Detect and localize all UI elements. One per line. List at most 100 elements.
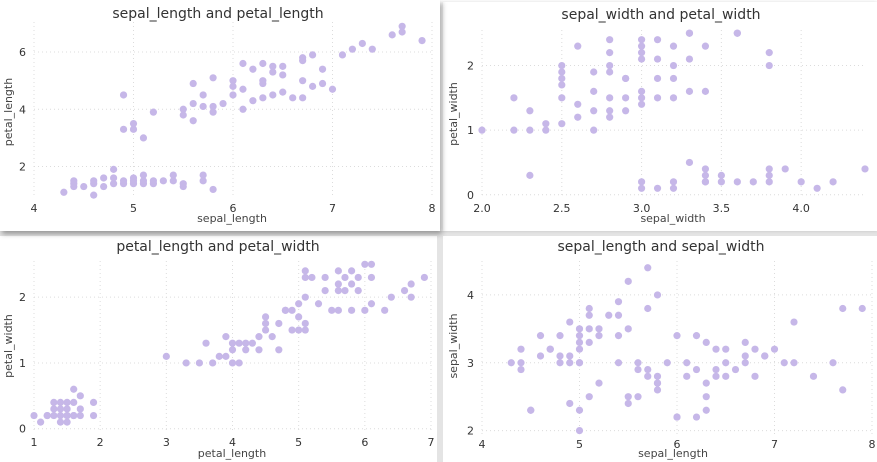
- scatter-point: [334, 280, 342, 288]
- y-axis-label: sepal_width: [447, 313, 460, 378]
- scatter-point: [790, 359, 798, 367]
- scatter-point: [556, 359, 564, 367]
- x-tick-label: 7: [329, 202, 336, 215]
- scatter-point: [558, 74, 566, 83]
- scatter-point: [159, 177, 167, 185]
- scatter-point: [634, 365, 642, 374]
- scatter-point: [575, 359, 584, 367]
- scatter-point: [289, 94, 297, 102]
- scatter-point: [566, 399, 574, 408]
- y-tick-label: 2: [19, 291, 26, 304]
- scatter-point: [590, 107, 598, 115]
- scatter-point: [566, 359, 574, 367]
- scatter-point: [70, 398, 78, 407]
- scatter-point: [334, 286, 342, 295]
- scatter-point: [574, 113, 582, 121]
- tick-labels: 4 5 6 7 8 2 3 4: [467, 289, 876, 451]
- scatter-point: [139, 134, 148, 142]
- scatter-point: [299, 54, 307, 62]
- scatter-point: [622, 107, 630, 115]
- scatter-point: [722, 359, 730, 367]
- scatter-point: [741, 338, 749, 347]
- scatter-point: [420, 273, 428, 282]
- scatter-point: [546, 345, 554, 353]
- scatter-point: [179, 180, 187, 188]
- scatter-point: [751, 372, 759, 380]
- x-tick-label: 4.0: [792, 202, 810, 215]
- scatter-point: [309, 51, 317, 59]
- scatter-point: [407, 280, 415, 288]
- scatter-point: [100, 174, 108, 182]
- scatter-points: [60, 22, 426, 199]
- scatter-point: [209, 108, 217, 116]
- scatter-point: [606, 107, 614, 115]
- tick-labels: 2.0 2.5 3.0 3.5 4.0 0 1 2: [467, 60, 810, 215]
- scatter-point: [269, 62, 277, 70]
- scatter-point: [637, 55, 646, 63]
- scatter-point: [358, 39, 366, 48]
- scatter-point: [110, 165, 118, 173]
- scatter-point: [712, 345, 720, 353]
- scatter-point: [624, 325, 632, 333]
- chart-panel-2: sepal_width and petal_width 2.0 2.5 3.0 3.5…: [443, 2, 877, 231]
- scatter-point: [510, 126, 518, 134]
- x-tick-label: 6: [230, 202, 237, 215]
- scatter-point: [354, 273, 362, 282]
- scatter-point: [624, 277, 632, 285]
- x-tick-label: 4: [229, 436, 236, 449]
- scatter-point: [741, 352, 749, 360]
- scatter-point: [328, 306, 336, 314]
- scatter-point: [229, 82, 237, 90]
- scatter-point: [149, 108, 157, 116]
- scatter-point: [80, 182, 88, 191]
- scatter-point: [558, 61, 566, 70]
- scatter-point: [663, 359, 671, 367]
- scatter-point: [797, 178, 805, 186]
- x-tick-label: 4: [479, 438, 486, 451]
- scatter-point: [606, 36, 614, 44]
- scatter-point: [701, 42, 710, 50]
- scatter-point: [614, 359, 623, 367]
- scatter-point: [829, 178, 837, 186]
- scatter-point: [281, 306, 290, 314]
- scatter-point: [790, 318, 798, 326]
- chart-title: sepal_length and petal_length: [112, 6, 323, 22]
- y-tick-label: 1: [19, 357, 26, 370]
- scatter-point: [279, 88, 287, 96]
- scatter-point: [70, 385, 78, 393]
- scatter-point: [295, 300, 303, 308]
- scatter-point: [733, 178, 741, 186]
- scatter-point: [261, 313, 270, 321]
- scatter-point: [761, 352, 769, 360]
- scatter-point: [701, 178, 710, 186]
- y-axis-label: petal_width: [447, 82, 460, 146]
- scatter-point: [765, 171, 773, 179]
- scatter-points: [30, 260, 428, 426]
- scatter-point: [731, 365, 740, 374]
- scatter-point: [653, 55, 662, 63]
- scatter-point: [89, 398, 98, 407]
- scatter-point: [242, 339, 250, 347]
- scatter-point: [517, 345, 525, 353]
- scatter-point: [229, 91, 237, 99]
- scatter-point: [685, 87, 694, 95]
- scatter-point: [169, 177, 177, 185]
- scatter-point: [813, 184, 821, 192]
- scatter-point: [295, 313, 303, 321]
- scatter-point: [354, 286, 362, 295]
- scatter-point: [388, 31, 396, 39]
- scatter-point: [70, 177, 78, 185]
- scatter-point: [169, 171, 177, 179]
- scatter-point: [209, 74, 217, 82]
- scatter-point: [269, 68, 277, 76]
- scatter-point: [261, 326, 270, 334]
- scatter-point: [308, 273, 316, 282]
- scatter-point: [526, 126, 534, 134]
- scatter-point: [606, 49, 614, 57]
- scatter-point: [780, 359, 788, 367]
- scatter-point: [590, 68, 598, 76]
- scatter-point: [199, 171, 207, 179]
- scatter-point: [89, 411, 98, 420]
- scatter-point: [542, 120, 550, 128]
- scatter-point: [653, 94, 662, 102]
